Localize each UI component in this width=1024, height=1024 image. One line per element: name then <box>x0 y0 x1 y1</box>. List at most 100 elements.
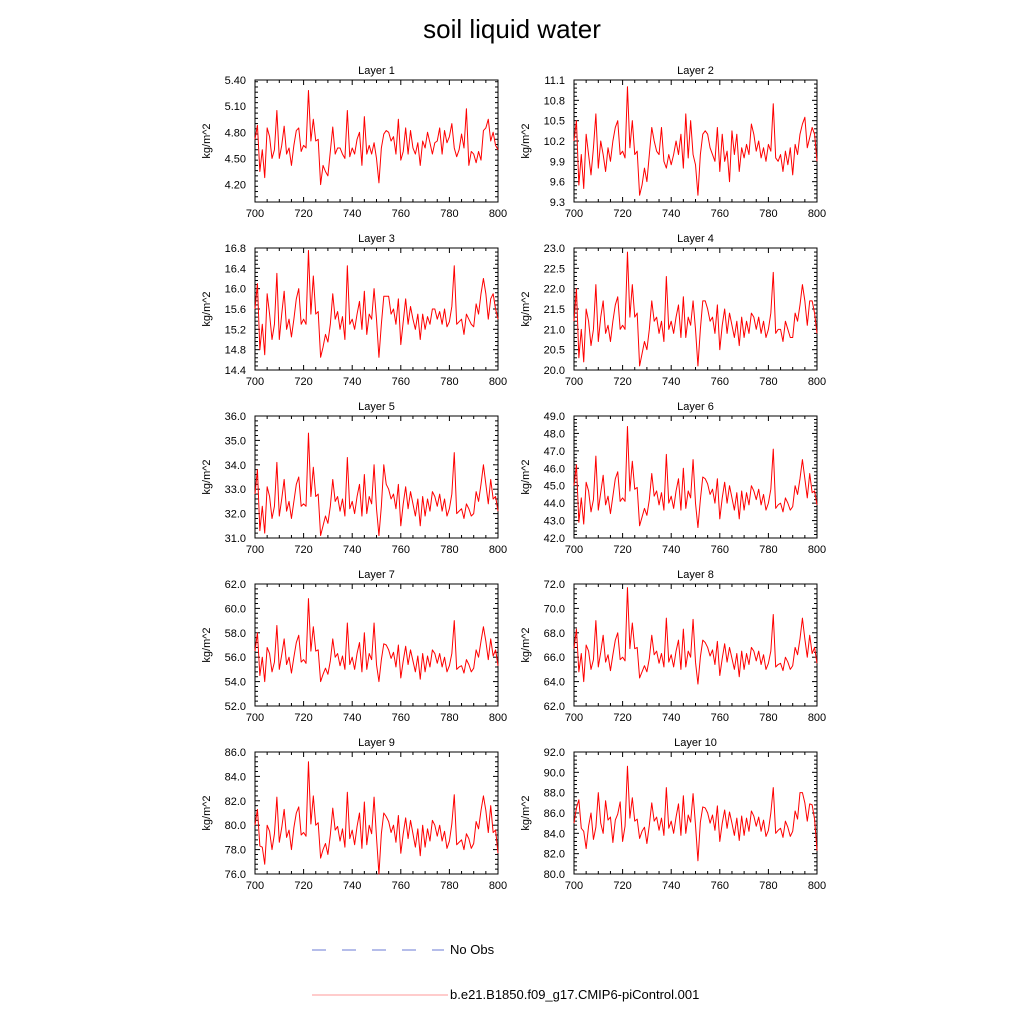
plot-frame <box>573 247 818 371</box>
page-title: soil liquid water <box>423 14 601 44</box>
x-tick-label: 780 <box>440 544 458 556</box>
panel-title: Layer 3 <box>358 233 395 245</box>
x-tick-label: 720 <box>294 712 312 724</box>
x-tick-label: 800 <box>808 208 826 220</box>
y-tick-label: 4.20 <box>225 180 246 192</box>
x-tick-label: 780 <box>759 208 777 220</box>
charts-grid: Layer 1 kg/m^2 700 720 740 760 780 800 4.20 4.50 4… <box>201 65 826 892</box>
y-tick-label: 47.0 <box>544 446 565 458</box>
y-tick-label: 56.0 <box>225 652 246 664</box>
chart-panel-layer-7: Layer 7 kg/m^2 700 720 740 760 780 800 52.0 54.0 5… <box>201 569 507 724</box>
x-tick-label: 720 <box>613 880 631 892</box>
y-tick-label: 52.0 <box>225 701 246 713</box>
y-tick-label: 11.1 <box>544 75 565 87</box>
y-tick-label: 35.0 <box>225 435 246 447</box>
panel-title: Layer 9 <box>358 737 395 749</box>
y-tick-label: 58.0 <box>225 628 246 640</box>
x-tick-label: 720 <box>294 208 312 220</box>
x-tick-label: 760 <box>711 208 729 220</box>
x-tick-label: 780 <box>759 376 777 388</box>
x-tick-label: 740 <box>343 208 361 220</box>
x-tick-label: 780 <box>440 208 458 220</box>
y-tick-label: 20.5 <box>544 345 565 357</box>
chart-panel-layer-3: Layer 3 kg/m^2 700 720 740 760 780 800 14.4 14.8 1… <box>201 233 507 388</box>
legend-item-obs: No Obs <box>312 940 732 960</box>
y-tick-label: 90.0 <box>544 767 565 779</box>
x-tick-label: 740 <box>662 376 680 388</box>
y-tick-label: 9.3 <box>550 197 565 209</box>
chart-panel-layer-2: Layer 2 kg/m^2 700 720 740 760 780 800 9.3 9.6 9.9… <box>520 65 826 220</box>
y-axis-label: kg/m^2 <box>520 291 532 326</box>
plot-frame <box>573 415 818 539</box>
y-tick-label: 46.0 <box>544 463 565 475</box>
chart-panel-layer-6: Layer 6 kg/m^2 700 720 740 760 780 800 42.0 43.0 4… <box>520 401 826 556</box>
plot-frame <box>573 79 818 203</box>
panel-title: Layer 6 <box>677 401 714 413</box>
y-axis-label: kg/m^2 <box>520 795 532 830</box>
x-tick-label: 740 <box>662 208 680 220</box>
x-tick-label: 760 <box>392 376 410 388</box>
panel-title: Layer 5 <box>358 401 395 413</box>
x-tick-label: 720 <box>294 544 312 556</box>
y-tick-label: 80.0 <box>225 820 246 832</box>
x-tick-label: 780 <box>440 376 458 388</box>
x-tick-label: 780 <box>759 712 777 724</box>
x-tick-label: 740 <box>343 544 361 556</box>
series-line <box>254 598 499 683</box>
y-tick-label: 84.0 <box>225 771 246 783</box>
y-tick-label: 9.9 <box>550 156 565 168</box>
y-tick-label: 31.0 <box>225 533 246 545</box>
series-line <box>254 89 499 186</box>
y-tick-label: 62.0 <box>544 701 565 713</box>
chart-panel-layer-10: Layer 10 kg/m^2 700 720 740 760 780 800 80.0 82.0… <box>520 737 826 892</box>
legend-obs-swatch <box>312 949 444 951</box>
x-tick-label: 740 <box>343 376 361 388</box>
chart-panel-layer-1: Layer 1 kg/m^2 700 720 740 760 780 800 4.20 4.50 4… <box>201 65 507 220</box>
y-tick-label: 62.0 <box>225 579 246 591</box>
chart-panel-layer-8: Layer 8 kg/m^2 700 720 740 760 780 800 62.0 64.0 6… <box>520 569 826 724</box>
x-tick-label: 780 <box>440 712 458 724</box>
x-tick-label: 800 <box>808 712 826 724</box>
plot-frame <box>254 751 499 875</box>
y-tick-label: 4.80 <box>225 127 246 139</box>
x-tick-label: 720 <box>613 544 631 556</box>
x-tick-label: 740 <box>662 880 680 892</box>
x-tick-label: 800 <box>489 376 507 388</box>
y-tick-label: 70.0 <box>544 603 565 615</box>
y-tick-label: 4.50 <box>225 153 246 165</box>
y-tick-label: 72.0 <box>544 579 565 591</box>
series-line <box>573 587 818 685</box>
series-line <box>573 425 818 529</box>
plot-frame <box>573 583 818 707</box>
y-tick-label: 22.5 <box>544 263 565 275</box>
y-tick-label: 15.2 <box>225 324 246 336</box>
y-tick-label: 14.4 <box>225 365 246 377</box>
y-tick-label: 15.6 <box>225 304 246 316</box>
y-tick-label: 76.0 <box>225 869 246 881</box>
plot-frame <box>254 415 499 539</box>
x-tick-label: 760 <box>392 544 410 556</box>
y-tick-label: 54.0 <box>225 677 246 689</box>
y-tick-label: 43.0 <box>544 516 565 528</box>
y-tick-label: 5.10 <box>225 101 246 113</box>
y-tick-label: 16.0 <box>225 284 246 296</box>
y-axis-label: kg/m^2 <box>201 291 213 326</box>
y-tick-label: 23.0 <box>544 243 565 255</box>
y-tick-label: 45.0 <box>544 481 565 493</box>
x-tick-label: 800 <box>489 712 507 724</box>
x-tick-label: 760 <box>711 376 729 388</box>
panel-title: Layer 8 <box>677 569 714 581</box>
x-tick-label: 780 <box>759 880 777 892</box>
x-tick-label: 760 <box>392 712 410 724</box>
y-tick-label: 20.0 <box>544 365 565 377</box>
x-tick-label: 800 <box>489 544 507 556</box>
plot-frame <box>573 751 818 875</box>
chart-panel-layer-5: Layer 5 kg/m^2 700 720 740 760 780 800 31.0 32.0 3… <box>201 401 507 556</box>
panel-title: Layer 4 <box>677 233 714 245</box>
series-line <box>573 765 818 862</box>
y-tick-label: 10.5 <box>544 116 565 128</box>
series-line <box>254 761 499 875</box>
panel-title: Layer 10 <box>674 737 717 749</box>
y-tick-label: 10.2 <box>544 136 565 148</box>
x-tick-label: 800 <box>808 544 826 556</box>
